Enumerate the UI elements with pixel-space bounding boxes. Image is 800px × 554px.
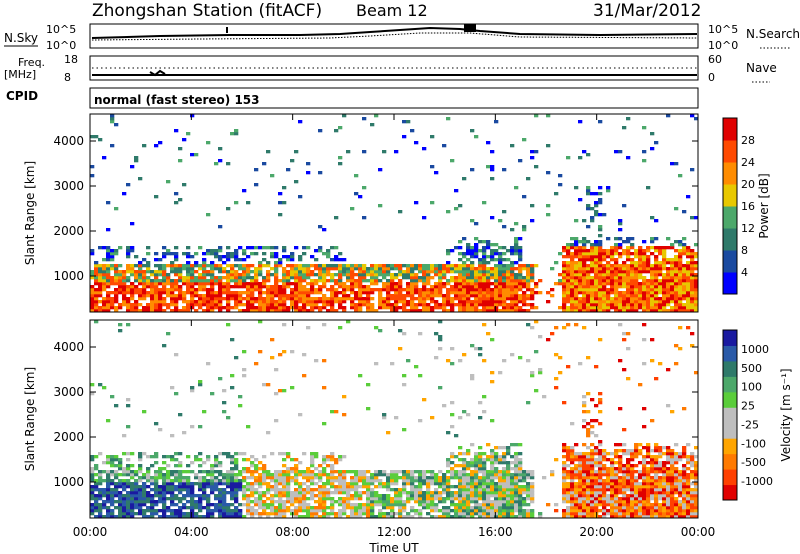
freq-panel [89, 55, 699, 81]
colorbar-tick-label: -500 [741, 456, 766, 469]
ytick-label: 2000 [53, 430, 84, 444]
nsearch-trace [91, 32, 698, 41]
velocity-plot: 1000 2000 3000 4000 Slant Range [km] [23, 319, 699, 519]
xtick-label: 12:00 [377, 525, 412, 539]
nsky-trace [91, 26, 698, 39]
x-axis: 00:00 04:00 08:00 12:00 16:00 20:00 00:00 [73, 114, 716, 539]
colorbar-tick-label: 1000 [741, 343, 769, 356]
colorbar-tick-label: 8 [741, 244, 748, 257]
power-colorbar-label: Power [dB] [757, 173, 771, 238]
colorbar-tick-label: 24 [741, 156, 755, 169]
beam-label: Beam 12 [356, 1, 428, 20]
freq-tick-top: 18 [64, 53, 78, 66]
colorbar-tick-label: 28 [741, 134, 755, 147]
cpid-value: normal (fast stereo) 153 [94, 93, 260, 107]
colorbar-tick-label: 100 [741, 381, 762, 394]
xtick-label: 16:00 [478, 525, 513, 539]
power-ylabel: Slant Range [km] [23, 161, 37, 265]
ytick-label: 4000 [53, 340, 84, 354]
nsky-label: N.Sky [4, 31, 38, 45]
power-heatmap [90, 114, 699, 313]
power-plot: 1000 2000 3000 4000 Slant Range [km] [23, 113, 699, 313]
velocity-colorbar-label: Velocity [m s⁻¹] [779, 368, 793, 461]
nave-label: Nave [746, 61, 777, 75]
velocity-heatmap [90, 320, 699, 519]
date-label: 31/Mar/2012 [593, 1, 701, 21]
xtick-label: 00:00 [681, 525, 716, 539]
ytick-label: 4000 [53, 134, 84, 148]
cpid-label: CPID [6, 89, 38, 103]
xtick-label: 04:00 [174, 525, 209, 539]
colorbar-tick-label: 25 [741, 400, 755, 413]
station-title: Zhongshan Station (fitACF) [92, 1, 322, 21]
xtick-label: 08:00 [275, 525, 310, 539]
nsearch-label: N.Search [746, 27, 800, 41]
nsky-tick-top: 10^5 [46, 23, 76, 36]
colorbar-tick-label: 16 [741, 200, 755, 213]
colorbar-tick-label: -100 [741, 437, 766, 450]
colorbar-tick-label: 4 [741, 266, 748, 279]
freq-tick-bottom: 8 [64, 71, 71, 84]
cpid-panel [89, 87, 699, 109]
nsearch-tick-top: 10^5 [708, 23, 738, 36]
colorbar-tick-label: -25 [741, 418, 759, 431]
nave-tick-top: 60 [708, 53, 722, 66]
velocity-ylabel: Slant Range [km] [23, 367, 37, 471]
ytick-label: 3000 [53, 385, 84, 399]
colorbar-tick-label: 500 [741, 362, 762, 375]
nave-tick-bottom: 0 [708, 71, 715, 84]
colorbar-tick-label: 20 [741, 178, 755, 191]
ytick-label: 2000 [53, 224, 84, 238]
colorbar-tick-label: -1000 [741, 475, 773, 488]
colorbar-tick-label: 12 [741, 222, 755, 235]
xtick-label: 20:00 [579, 525, 614, 539]
x-axis-label: Time UT [368, 541, 419, 554]
ytick-label: 1000 [53, 269, 84, 283]
ytick-label: 3000 [53, 179, 84, 193]
nsky-tick-bottom: 10^0 [46, 39, 76, 52]
power-colorbar: 4 8 12 16 20 24 28 Power [dB] [722, 117, 771, 295]
xtick-label: 00:00 [73, 525, 108, 539]
freq-label: Freq. [18, 56, 45, 69]
velocity-colorbar: 1000 500 100 25 -25 -100 -500 -1000 Velocity [m… [722, 329, 793, 501]
nsky-panel [89, 23, 699, 49]
ytick-label: 1000 [53, 475, 84, 489]
nsearch-tick-bottom: 10^0 [708, 39, 738, 52]
freq-unit: [MHz] [4, 68, 36, 81]
